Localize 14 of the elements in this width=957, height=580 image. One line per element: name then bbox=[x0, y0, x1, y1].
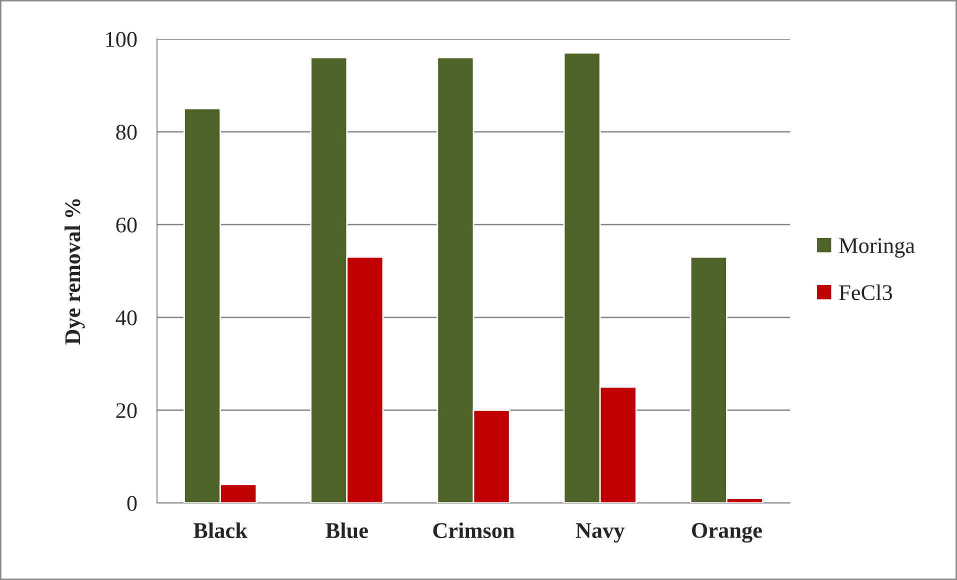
x-tick-label: Black bbox=[194, 522, 248, 538]
x-tick-label: Orange bbox=[692, 522, 762, 543]
x-tick-label: Blue bbox=[326, 522, 368, 538]
y-tick-label: 0 bbox=[127, 496, 137, 511]
legend-label: FeCl3 bbox=[839, 284, 892, 300]
y-tick-label: 60 bbox=[116, 218, 137, 233]
legend-label: Moringa bbox=[839, 238, 915, 258]
y-axis-title: Dye removal % bbox=[64, 199, 85, 344]
y-tick-label: 100 bbox=[106, 32, 137, 47]
y-tick-label: 20 bbox=[116, 403, 137, 418]
y-tick-label: 40 bbox=[116, 310, 137, 326]
x-tick-label: Crimson bbox=[433, 522, 515, 538]
y-tick-label: 80 bbox=[116, 124, 137, 140]
x-tick-label: Navy bbox=[576, 523, 625, 543]
